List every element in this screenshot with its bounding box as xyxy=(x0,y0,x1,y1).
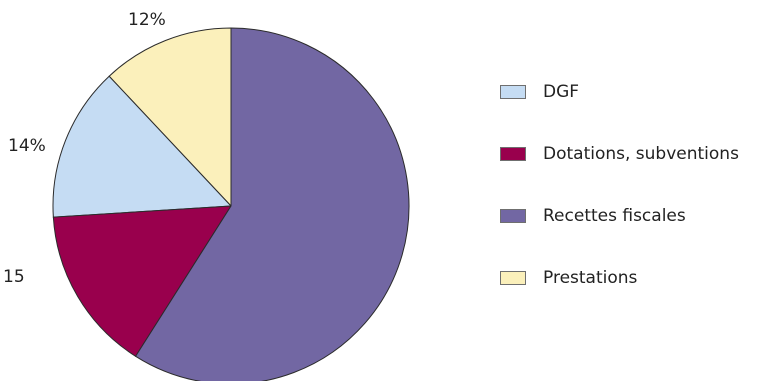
legend-swatch-recettes-fiscales xyxy=(500,209,526,223)
legend-label-recettes-fiscales: Recettes fiscales xyxy=(543,206,686,226)
pie-slice-dgf xyxy=(52,75,233,218)
pie-slices xyxy=(52,27,410,381)
legend-label-dgf: DGF xyxy=(543,82,580,102)
slice-label-prestations: 12% xyxy=(128,10,166,30)
legend: DGF Dotations, subventions Recettes fisc… xyxy=(500,78,755,326)
pie-slice-dotations-subventions xyxy=(52,205,232,357)
legend-item-dotations-subventions: Dotations, subventions xyxy=(500,140,755,168)
slice-labels: 14% 15 12% xyxy=(3,10,166,287)
pie-slice-recettes-fiscales xyxy=(134,27,410,381)
legend-item-prestations: Prestations xyxy=(500,264,755,292)
legend-item-recettes-fiscales: Recettes fiscales xyxy=(500,202,755,230)
legend-label-dotations-subventions: Dotations, subventions xyxy=(543,144,739,164)
legend-swatch-dotations-subventions xyxy=(500,147,526,161)
legend-swatch-dgf xyxy=(500,85,526,99)
legend-label-prestations: Prestations xyxy=(543,268,638,288)
legend-swatch-prestations xyxy=(500,271,526,285)
legend-item-dgf: DGF xyxy=(500,78,755,106)
slice-label-dgf: 14% xyxy=(8,136,46,156)
slice-label-dotations-subventions: 15 xyxy=(3,267,25,287)
pie-slice-prestations xyxy=(108,27,232,208)
